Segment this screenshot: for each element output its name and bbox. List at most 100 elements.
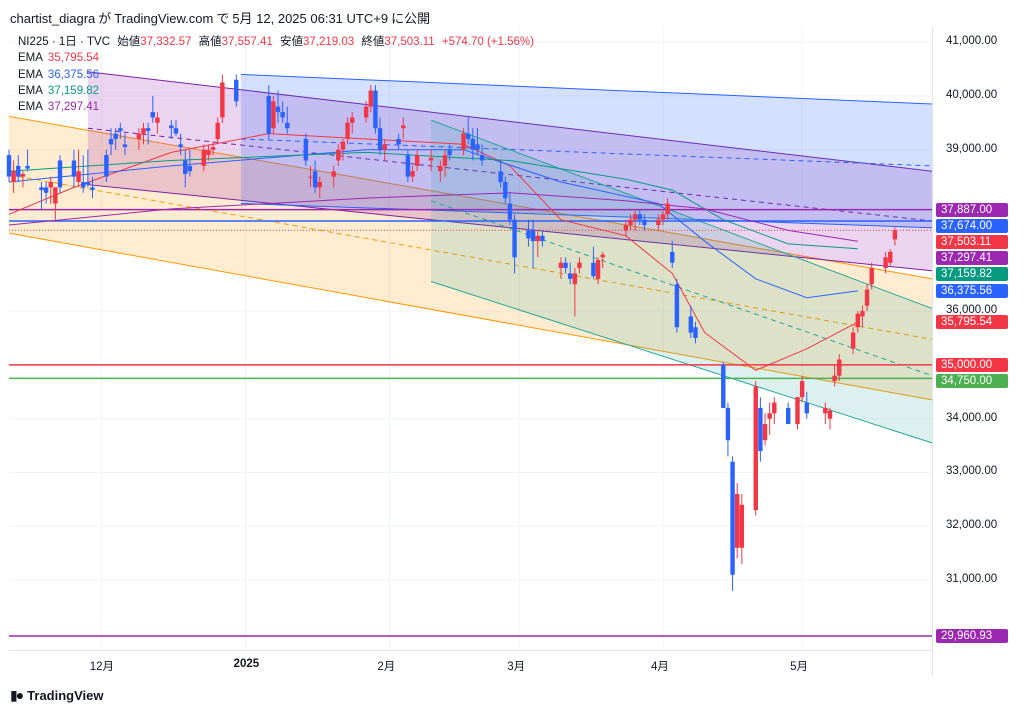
candle-body — [795, 397, 800, 425]
candle-body — [503, 182, 508, 199]
candle-body — [762, 424, 768, 441]
candle-body — [591, 262, 596, 277]
close-label: 終値 — [361, 36, 385, 48]
ema-legend-row[interactable]: EMA 37,159.82 — [18, 83, 534, 99]
x-tick-label: 3月 — [507, 661, 526, 673]
candle-body — [285, 122, 290, 129]
candle-body — [178, 144, 183, 148]
candle-body — [271, 101, 276, 129]
price-label-tag: 36,375.56 — [936, 283, 1008, 298]
candle-body — [215, 122, 220, 139]
candle-body — [405, 155, 411, 177]
candle-body — [888, 251, 893, 263]
candle-body — [20, 173, 26, 177]
candle-body — [632, 214, 638, 220]
ema-legend-row[interactable]: EMA 35,795.54 — [18, 50, 534, 66]
candle-body — [498, 171, 503, 182]
candle-body — [568, 273, 573, 279]
header-particle-ga: が — [98, 11, 112, 26]
candle-body — [823, 407, 828, 414]
channel-upper-line — [430, 119, 933, 309]
regression-channel — [431, 120, 932, 443]
channel-lower-line — [240, 203, 933, 229]
candle-body — [428, 157, 434, 161]
brand-name: TradingView — [27, 688, 104, 703]
candle-body — [234, 79, 239, 102]
candle-body — [827, 410, 833, 419]
candle-body — [772, 402, 777, 414]
candle-body — [850, 332, 856, 349]
candle-body — [535, 235, 540, 242]
candle-body — [628, 219, 633, 226]
candle-body — [201, 149, 207, 166]
candle-body — [864, 289, 870, 306]
candle-body — [331, 171, 336, 177]
channel-center-line — [240, 138, 933, 167]
regression-channel — [240, 74, 932, 228]
candle-body — [340, 141, 346, 150]
candle-body — [108, 138, 114, 145]
price-label-tag: 35,795.54 — [936, 315, 1008, 330]
candle-body — [563, 262, 568, 269]
ema-value: 37,159.82 — [47, 84, 100, 97]
ema-value: 35,795.54 — [47, 52, 100, 65]
candle-body — [572, 273, 578, 285]
ema-line — [8, 133, 859, 371]
candle-body — [377, 128, 383, 150]
candle-body — [665, 203, 670, 215]
tradingview-logo[interactable]: ▮● TradingView — [10, 687, 104, 704]
open-value: 37,332.57 — [140, 36, 192, 48]
open-label: 始値 — [117, 36, 141, 48]
candle-body — [173, 128, 179, 134]
y-tick-label: 31,000.00 — [946, 573, 998, 586]
ema-legend-row[interactable]: EMA 36,375.56 — [18, 67, 534, 83]
candle-body — [721, 364, 726, 408]
candle-body — [725, 407, 731, 441]
candle-body — [368, 90, 373, 107]
candle-body — [317, 182, 322, 188]
channel-lower-line — [8, 232, 933, 401]
candle-body — [674, 284, 680, 328]
channel-lower-line — [87, 184, 933, 272]
candle-body — [275, 106, 281, 113]
candle-body — [85, 182, 91, 185]
candle-body — [758, 407, 763, 451]
candle-body — [169, 125, 174, 129]
candle-body — [401, 125, 406, 129]
candle-body — [892, 230, 898, 240]
candle-body — [345, 122, 350, 139]
candle-body — [373, 90, 378, 129]
candle-body — [739, 504, 745, 548]
candle-body — [656, 219, 661, 226]
candle-body — [71, 160, 77, 177]
candle-body — [410, 171, 415, 177]
low-label: 安値 — [279, 36, 303, 48]
ema-line — [8, 149, 858, 299]
candle-body — [363, 106, 369, 118]
candle-body — [312, 171, 318, 188]
candle-body — [470, 138, 476, 150]
symbol-label: NI225 · 1日 · TVC — [18, 36, 111, 48]
ema-label: EMA — [18, 52, 43, 65]
ema-legend-row[interactable]: EMA 37,297.41 — [18, 99, 534, 115]
candle-body — [57, 160, 63, 188]
ohlc-row: NI225 · 1日 · TVC 始値37,332.57 高値37,557.41… — [18, 34, 534, 50]
x-tick-label: 4月 — [650, 661, 669, 673]
ema-line — [8, 192, 858, 242]
candle-body — [11, 171, 16, 182]
publish-header: chartist_diagra が TradingView.com で 5月 12, 2… — [10, 8, 433, 27]
candle-body — [442, 155, 448, 166]
ema-label: EMA — [18, 84, 43, 97]
y-tick-label: 41,000.00 — [946, 35, 998, 48]
price-label-tag: 29,960.93 — [936, 628, 1008, 643]
ema-value: 36,375.56 — [47, 68, 100, 81]
candle-body — [577, 262, 582, 269]
candle-body — [6, 155, 12, 177]
y-tick-label: 33,000.00 — [946, 465, 998, 478]
candle-body — [642, 219, 647, 226]
candle-body — [799, 381, 805, 398]
candle-body — [76, 171, 81, 182]
candle-body — [869, 268, 874, 285]
candle-body — [303, 138, 309, 161]
